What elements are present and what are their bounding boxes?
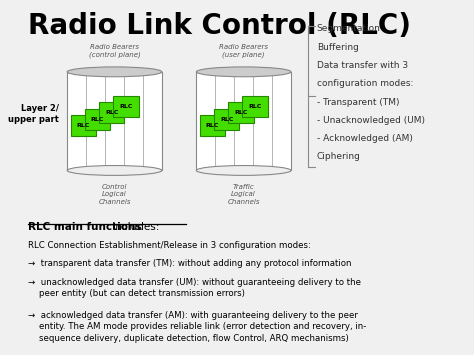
Text: RLC main functions: RLC main functions xyxy=(28,222,142,231)
Text: Radio Link Control (RLC): Radio Link Control (RLC) xyxy=(28,12,411,40)
Text: Traffic
Logical
Channels: Traffic Logical Channels xyxy=(228,184,260,205)
Text: →  unacknowledged data transfer (UM): without guaranteeing delivery to the
    p: → unacknowledged data transfer (UM): wit… xyxy=(28,278,362,298)
Text: RLC: RLC xyxy=(91,117,104,122)
Text: includes:: includes: xyxy=(109,222,160,231)
FancyBboxPatch shape xyxy=(113,96,138,117)
Text: RLC: RLC xyxy=(248,104,262,109)
Text: Ciphering: Ciphering xyxy=(317,153,361,162)
Text: Buffering: Buffering xyxy=(317,43,359,51)
FancyBboxPatch shape xyxy=(85,109,110,130)
Ellipse shape xyxy=(67,165,162,175)
Bar xyxy=(67,72,162,170)
Text: →  acknowledged data transfer (AM): with guaranteeing delivery to the peer
    e: → acknowledged data transfer (AM): with … xyxy=(28,311,367,343)
FancyBboxPatch shape xyxy=(99,103,124,123)
Text: Control
Logical
Channels: Control Logical Channels xyxy=(98,184,131,205)
Text: RLC: RLC xyxy=(220,117,233,122)
Bar xyxy=(196,72,291,170)
Text: RLC: RLC xyxy=(77,123,90,128)
Text: RLC: RLC xyxy=(105,110,118,115)
Text: RLC Connection Establishment/Release in 3 configuration modes:: RLC Connection Establishment/Release in … xyxy=(28,241,311,250)
FancyBboxPatch shape xyxy=(242,96,268,117)
Text: →  transparent data transfer (TM): without adding any protocol information: → transparent data transfer (TM): withou… xyxy=(28,259,352,268)
Ellipse shape xyxy=(196,67,291,77)
Text: Data transfer with 3: Data transfer with 3 xyxy=(317,61,408,70)
Text: - Acknowledged (AM): - Acknowledged (AM) xyxy=(317,134,413,143)
FancyBboxPatch shape xyxy=(228,103,254,123)
Text: configuration modes:: configuration modes: xyxy=(317,79,413,88)
FancyBboxPatch shape xyxy=(214,109,239,130)
Ellipse shape xyxy=(196,165,291,175)
Text: Radio Bearers
(user plane): Radio Bearers (user plane) xyxy=(219,44,268,59)
Text: Layer 2/
upper part: Layer 2/ upper part xyxy=(8,104,59,124)
Text: RLC: RLC xyxy=(234,110,247,115)
FancyBboxPatch shape xyxy=(200,115,225,136)
Text: Radio Bearers
(control plane): Radio Bearers (control plane) xyxy=(89,44,140,59)
Ellipse shape xyxy=(67,67,162,77)
Text: RLC: RLC xyxy=(119,104,133,109)
Text: Segmentation: Segmentation xyxy=(317,24,381,33)
Text: - Transparent (TM): - Transparent (TM) xyxy=(317,98,399,106)
Text: - Unacknowledged (UM): - Unacknowledged (UM) xyxy=(317,116,425,125)
FancyBboxPatch shape xyxy=(71,115,96,136)
Text: RLC: RLC xyxy=(206,123,219,128)
